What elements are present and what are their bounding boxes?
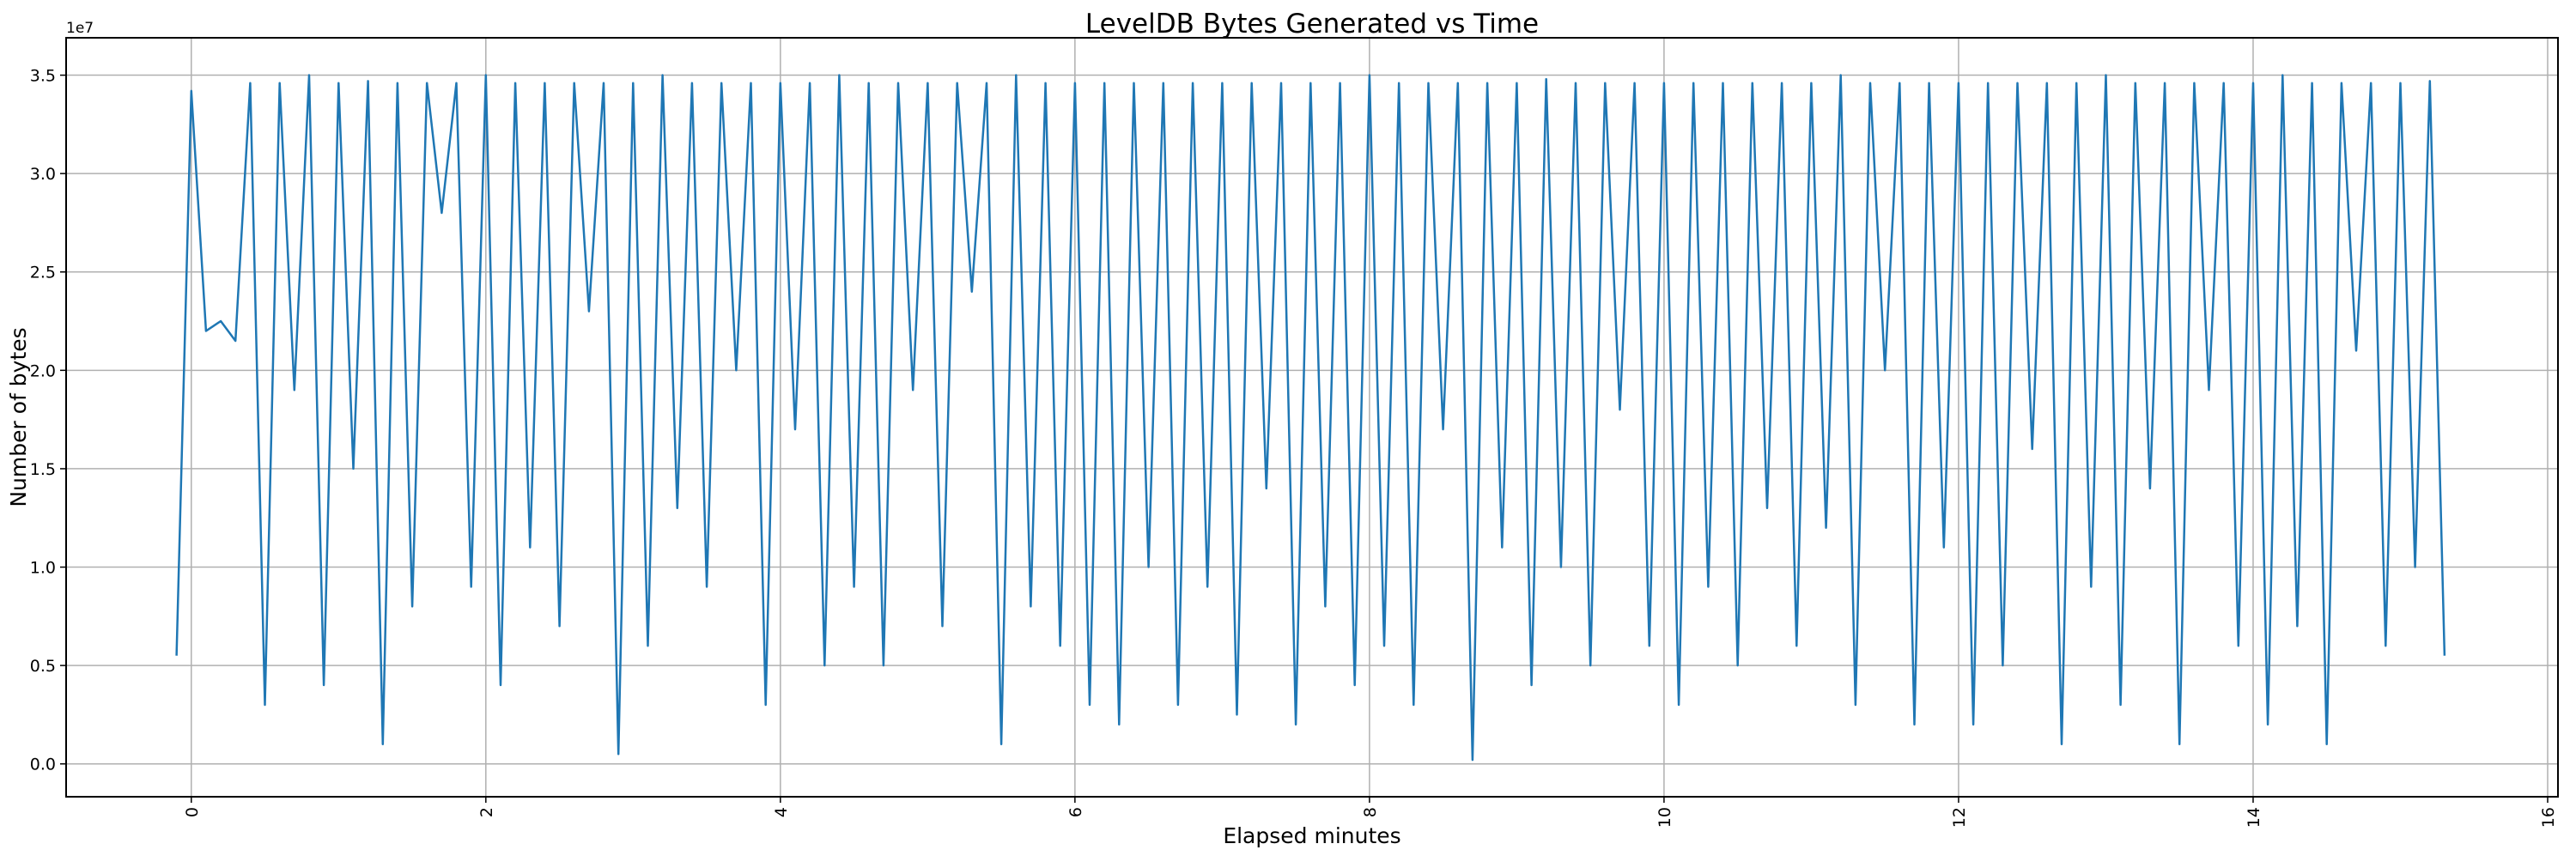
x-tick-label: 6 <box>1066 807 1085 817</box>
x-tick-label: 10 <box>1656 807 1674 828</box>
x-tick-label: 4 <box>772 807 791 817</box>
y-tick-label: 3.5 <box>30 67 56 86</box>
series-line-bytes <box>175 74 2446 762</box>
y-tick-label: 0.0 <box>30 756 56 774</box>
x-tick-label: 16 <box>2539 807 2558 828</box>
y-tick-label: 1.0 <box>30 559 56 578</box>
chart-title: LevelDB Bytes Generated vs Time <box>1085 9 1539 39</box>
x-tick-label: 8 <box>1361 807 1380 817</box>
ticks: 0 2 4 6 8 10 12 14 16 0.0 0.5 1.0 1.5 2.0 2.5 3.0 3.5 <box>30 67 2558 829</box>
x-tick-label: 0 <box>183 807 202 817</box>
y-tick-label: 2.5 <box>30 264 56 282</box>
y-tick-label: 1.5 <box>30 460 56 479</box>
x-tick-label: 2 <box>477 807 496 817</box>
y-tick-label: 0.5 <box>30 657 56 676</box>
y-axis-label: Number of bytes <box>6 327 31 507</box>
axes-frame <box>65 37 2559 798</box>
y-tick-label: 3.0 <box>30 165 56 184</box>
grid <box>66 38 2558 797</box>
y-offset-label: 1e7 <box>66 20 94 37</box>
x-tick-label: 12 <box>1950 807 1969 828</box>
y-tick-label: 2.0 <box>30 361 56 380</box>
x-axis-label: Elapsed minutes <box>1223 823 1400 848</box>
x-tick-label: 14 <box>2245 807 2263 828</box>
series-layer <box>175 74 2446 762</box>
